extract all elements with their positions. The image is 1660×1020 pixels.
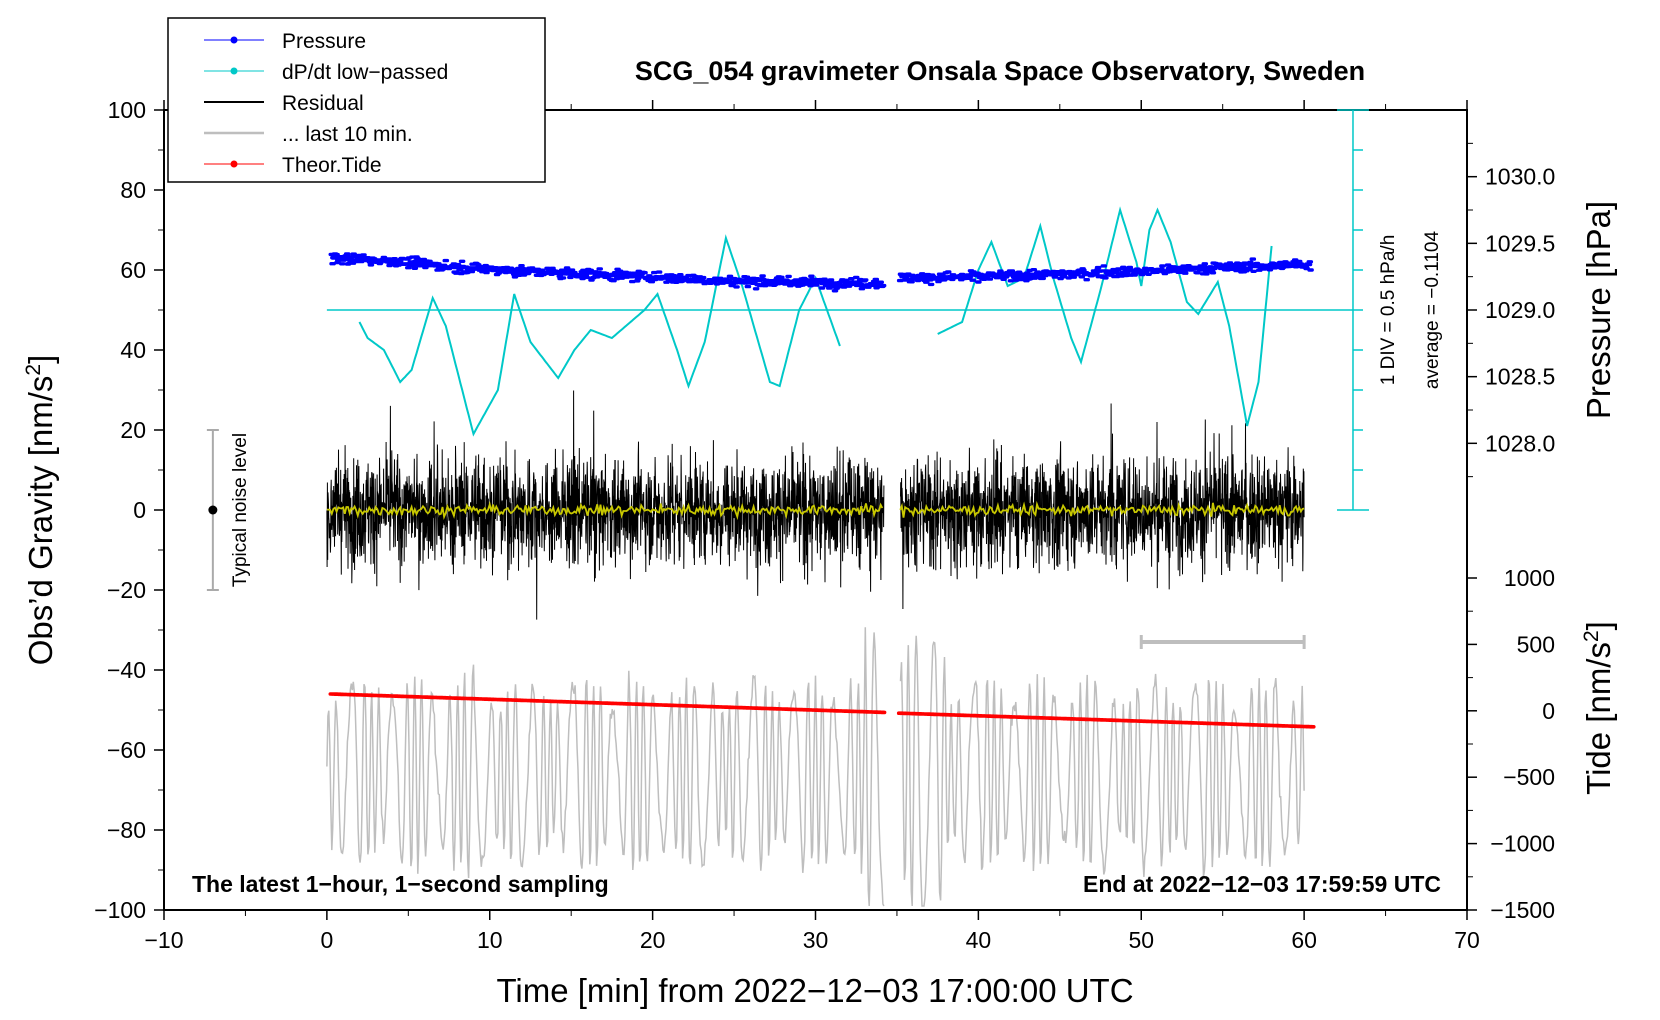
legend-item-dpdt: dP/dt low−passed	[204, 61, 448, 84]
y-tick-label: 20	[120, 417, 146, 443]
x-axis-title: Time [min] from 2022−12−03 17:00:00 UTC	[496, 972, 1133, 1009]
tide-tick-label: 500	[1517, 631, 1555, 657]
pressure-tick-label: 1030.0	[1485, 164, 1555, 190]
end-time-note: End at 2022−12−03 17:59:59 UTC	[1083, 871, 1441, 897]
y-tick-label: 80	[120, 177, 146, 203]
y-axis-title-pressure: Pressure [hPa]	[1580, 201, 1617, 419]
tide-tick-label: −500	[1503, 764, 1555, 790]
div-label: 1 DIV = 0.5 hPa/h	[1378, 235, 1399, 386]
y-tick-label: −80	[107, 817, 146, 843]
x-tick-label: 20	[640, 927, 666, 953]
y-tick-label: 100	[108, 97, 146, 123]
dpdt-series-segment-0	[358, 234, 841, 437]
residual-smoothed-segment-0	[326, 500, 884, 521]
last10-series-segment-1	[899, 635, 1305, 907]
x-tick-label: 10	[477, 927, 503, 953]
average-label: average = −0.1104	[1422, 231, 1443, 390]
tide-tick-label: 1000	[1504, 565, 1555, 591]
legend-label-dpdt: dP/dt low−passed	[282, 61, 448, 84]
legend-item-residual: Residual	[204, 92, 364, 115]
legend-item-tide: Theor.Tide	[204, 154, 382, 177]
noise-level-label: Typical noise level	[230, 433, 251, 587]
x-tick-label: 60	[1291, 927, 1317, 953]
pressure-tick-label: 1029.0	[1485, 297, 1555, 323]
tide-tick-label: −1500	[1490, 897, 1555, 923]
x-tick-label: 0	[320, 927, 333, 953]
pressure-tick-label: 1029.5	[1485, 230, 1555, 256]
x-tick-label: 30	[803, 927, 829, 953]
legend-box	[167, 17, 546, 183]
legend-label-last10: ... last 10 min.	[282, 123, 413, 146]
legend-label-tide: Theor.Tide	[282, 154, 382, 177]
y-tick-label: 0	[133, 497, 146, 523]
y-tick-label: −60	[107, 737, 146, 763]
legend-marker-tide	[230, 160, 238, 168]
legend-label-pressure: Pressure	[282, 30, 366, 53]
legend-label-residual: Residual	[282, 92, 364, 115]
tide-tick-label: −1000	[1490, 831, 1555, 857]
residual-smoothed-segment-1	[899, 500, 1305, 518]
legend-marker-dpdt	[230, 67, 238, 75]
legend-item-last10: ... last 10 min.	[204, 123, 413, 146]
sampling-note: The latest 1−hour, 1−second sampling	[192, 871, 609, 897]
y-tick-label: 60	[120, 257, 146, 283]
y-axis-title-tide: Tide [nm/s2]	[1580, 621, 1617, 795]
axes-layer: −10 0 10 20 30 40 50 60 70100806040200−20−40−60−…	[94, 97, 1555, 953]
noise-bar-center-dot	[208, 505, 218, 515]
y-tick-label: −20	[107, 577, 146, 603]
legend-marker-pressure	[230, 36, 238, 44]
x-tick-label: 50	[1128, 927, 1154, 953]
y-tick-label: 40	[120, 337, 146, 363]
pressure-tick-label: 1028.0	[1485, 430, 1555, 456]
x-tick-label: 40	[966, 927, 992, 953]
legend-item-pressure: Pressure	[204, 30, 366, 53]
legend: Pressure dP/dt low−passed Residual ... l…	[167, 17, 546, 183]
y-tick-label: −100	[94, 897, 146, 923]
y-tick-label: −40	[107, 657, 146, 683]
y-axis-title-left: Obs’d Gravity [nm/s2]	[22, 355, 59, 666]
pressure-tick-label: 1028.5	[1485, 364, 1555, 390]
data-layer	[206, 109, 1369, 907]
residual-series-segment-0	[326, 390, 885, 620]
tide-series-markers	[328, 692, 1316, 729]
x-tick-label: −10	[144, 927, 183, 953]
chart-title: SCG_054 gravimeter Onsala Space Observat…	[635, 56, 1365, 86]
last10-series-segment-0	[326, 627, 885, 907]
pressure-series-markers	[328, 252, 1314, 293]
x-tick-label: 70	[1454, 927, 1480, 953]
tide-tick-label: 0	[1542, 698, 1555, 724]
